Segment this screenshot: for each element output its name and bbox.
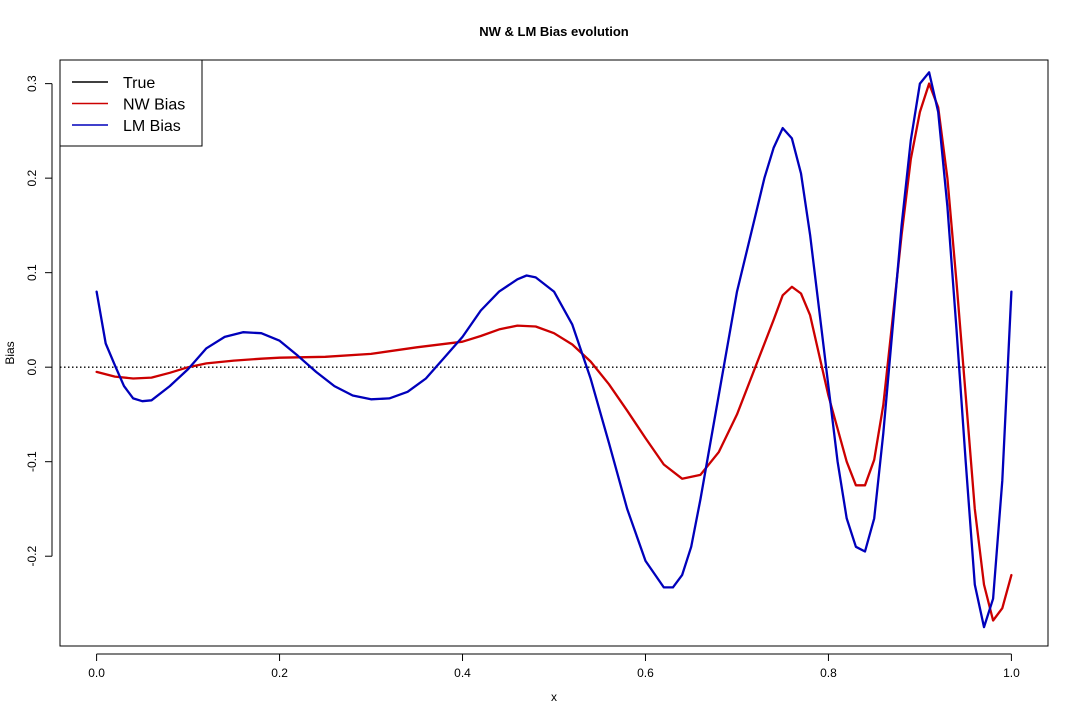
y-tick-label: 0.1: [25, 264, 39, 281]
x-axis-label: x: [551, 690, 557, 704]
x-axis: 0.0 0.2 0.4 0.6 0.8 1.0: [88, 653, 1020, 680]
y-tick-label: 0.0: [25, 359, 39, 376]
chart-title: NW & LM Bias evolution: [479, 24, 629, 39]
legend: True NW Bias LM Bias: [59, 59, 203, 147]
x-tick-label: 0.2: [271, 666, 288, 680]
series-line-nw-bias: [95, 82, 1013, 622]
x-tick-label: 1.0: [1003, 666, 1020, 680]
y-tick-label: -0.2: [25, 546, 39, 567]
x-tick-label: 0.4: [454, 666, 471, 680]
plot-frame: [59, 59, 1049, 647]
legend-label: LM Bias: [123, 118, 181, 135]
legend-label: NW Bias: [123, 97, 185, 114]
series-group: [95, 71, 1013, 629]
y-axis: -0.2 -0.1 0.0 0.1 0.2 0.3: [25, 75, 53, 567]
x-tick-label: 0.6: [637, 666, 654, 680]
y-tick-label: 0.2: [25, 169, 39, 186]
x-tick-label: 0.8: [820, 666, 837, 680]
y-tick-label: 0.3: [25, 75, 39, 92]
y-axis-label: Bias: [3, 341, 17, 364]
y-tick-label: -0.1: [25, 451, 39, 472]
series-line-lm-bias: [95, 71, 1013, 629]
legend-label: True: [123, 75, 155, 92]
x-tick-label: 0.0: [88, 666, 105, 680]
